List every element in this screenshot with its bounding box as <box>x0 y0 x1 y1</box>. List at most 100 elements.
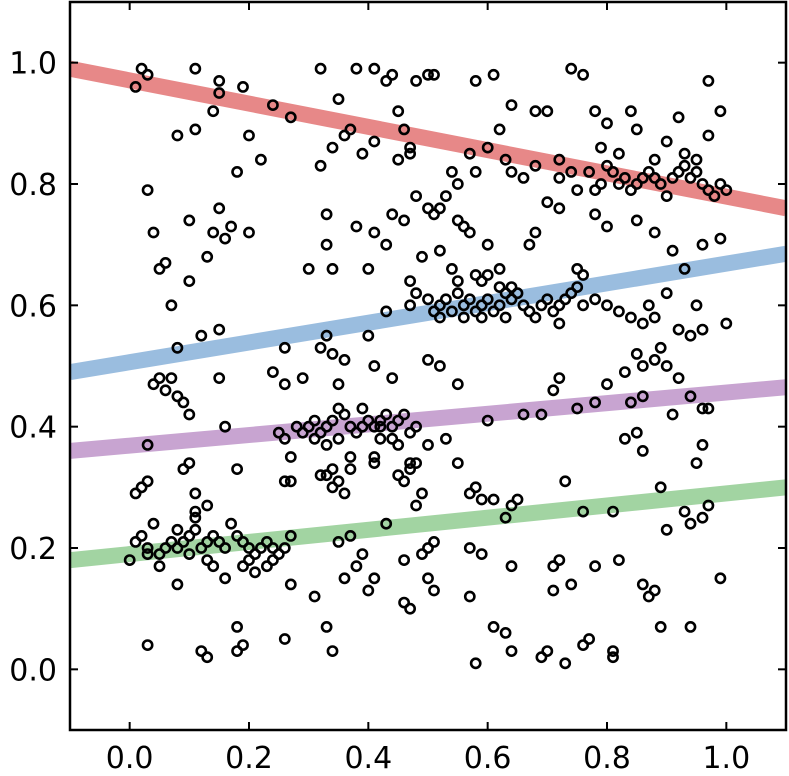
scatter-point <box>678 505 691 518</box>
scatter-point <box>195 645 208 657</box>
scatter-point <box>684 517 697 530</box>
scatter-point <box>577 505 589 518</box>
scatter-point <box>320 238 333 251</box>
scatter-point <box>326 645 339 657</box>
scatter-point <box>302 420 315 433</box>
scatter-point <box>696 323 709 336</box>
scatter-point <box>344 420 357 433</box>
scatter-point <box>648 226 661 239</box>
scatter-point <box>523 238 536 251</box>
scatter-point <box>231 165 243 178</box>
scatter-point <box>445 165 458 178</box>
scatter-point <box>326 262 339 275</box>
x-tick-label: 0.8 <box>583 741 631 776</box>
scatter-point <box>237 560 249 573</box>
scatter-point <box>398 596 410 609</box>
scatter-point <box>159 256 172 269</box>
scatter-point <box>636 317 649 330</box>
scatter-point <box>410 457 422 469</box>
scatter-point <box>386 420 399 433</box>
scatter-point <box>690 299 703 312</box>
scatter-point <box>607 505 619 518</box>
scatter-point <box>433 244 446 257</box>
scatter-point <box>189 62 202 75</box>
scatter-point <box>165 372 178 384</box>
scatter-point <box>529 226 542 239</box>
scatter-point <box>237 536 249 548</box>
scatter-point <box>517 171 530 184</box>
scatter-point <box>356 402 369 415</box>
y-tick-label: 0.0 <box>9 653 57 688</box>
scatter-point <box>607 645 619 657</box>
scatter-point <box>207 226 220 239</box>
scatter-point <box>511 493 524 506</box>
scatter-point <box>589 396 601 409</box>
scatter-point <box>392 469 405 482</box>
data-points <box>123 62 733 670</box>
scatter-point <box>684 390 697 403</box>
scatter-point <box>428 584 440 597</box>
scatter-point <box>159 384 172 397</box>
scatter-point <box>475 275 488 287</box>
scatter-point <box>153 560 166 573</box>
scatter-point <box>380 517 393 530</box>
scatter-point <box>589 208 601 221</box>
scatter-point <box>433 299 446 312</box>
scatter-point <box>207 560 220 573</box>
scatter-point <box>601 299 613 312</box>
scatter-point <box>141 542 154 554</box>
scatter-point <box>225 220 237 233</box>
scatter-point <box>636 171 649 184</box>
scatter-point <box>541 645 554 657</box>
scatter-point <box>314 341 327 354</box>
scatter-point <box>451 378 464 391</box>
scatter-point <box>147 226 160 239</box>
scatter-point <box>344 451 357 463</box>
scatter-point <box>505 165 518 178</box>
fit-line-2 <box>70 245 786 380</box>
fit-line-3 <box>70 379 786 459</box>
scatter-point <box>404 602 416 615</box>
scatter-point <box>720 184 733 196</box>
scatter-point <box>439 293 452 306</box>
scatter-point <box>422 438 434 451</box>
scatter-point <box>642 165 655 178</box>
scatter-point <box>672 372 685 384</box>
scatter-point <box>392 414 405 427</box>
scatter-point <box>696 511 709 524</box>
scatter-point <box>195 329 208 342</box>
scatter-point <box>493 262 506 275</box>
scatter-point <box>380 238 393 251</box>
scatter-point <box>207 105 220 118</box>
scatter-point <box>213 75 226 87</box>
scatter-point <box>404 299 416 312</box>
scatter-point <box>642 590 655 603</box>
scatter-point <box>141 184 154 196</box>
scatter-point <box>607 165 619 178</box>
scatter-point <box>338 129 351 142</box>
scatter-point <box>320 208 333 221</box>
scatter-point <box>535 299 548 312</box>
scatter-point <box>386 372 399 384</box>
scatter-point <box>654 621 667 633</box>
scatter-point <box>451 178 464 190</box>
scatter-point <box>505 499 518 512</box>
scatter-point <box>445 305 458 318</box>
scatter-point <box>463 590 476 603</box>
y-tick-label: 0.4 <box>9 411 57 446</box>
scatter-point <box>469 657 482 670</box>
scatter-point <box>189 511 202 524</box>
x-tick-label: 1.0 <box>702 741 750 776</box>
scatter-point <box>368 572 381 585</box>
scatter-point <box>625 184 637 196</box>
scatter-point <box>565 62 578 75</box>
scatter-point <box>219 232 231 245</box>
scatter-point <box>523 305 536 318</box>
scatter-point <box>422 293 434 306</box>
scatter-point <box>171 542 184 554</box>
scatter-point <box>630 178 643 190</box>
scatter-point <box>129 81 142 93</box>
scatter-point <box>320 621 333 633</box>
scatter-point <box>183 214 196 227</box>
scatter-point <box>225 517 237 530</box>
